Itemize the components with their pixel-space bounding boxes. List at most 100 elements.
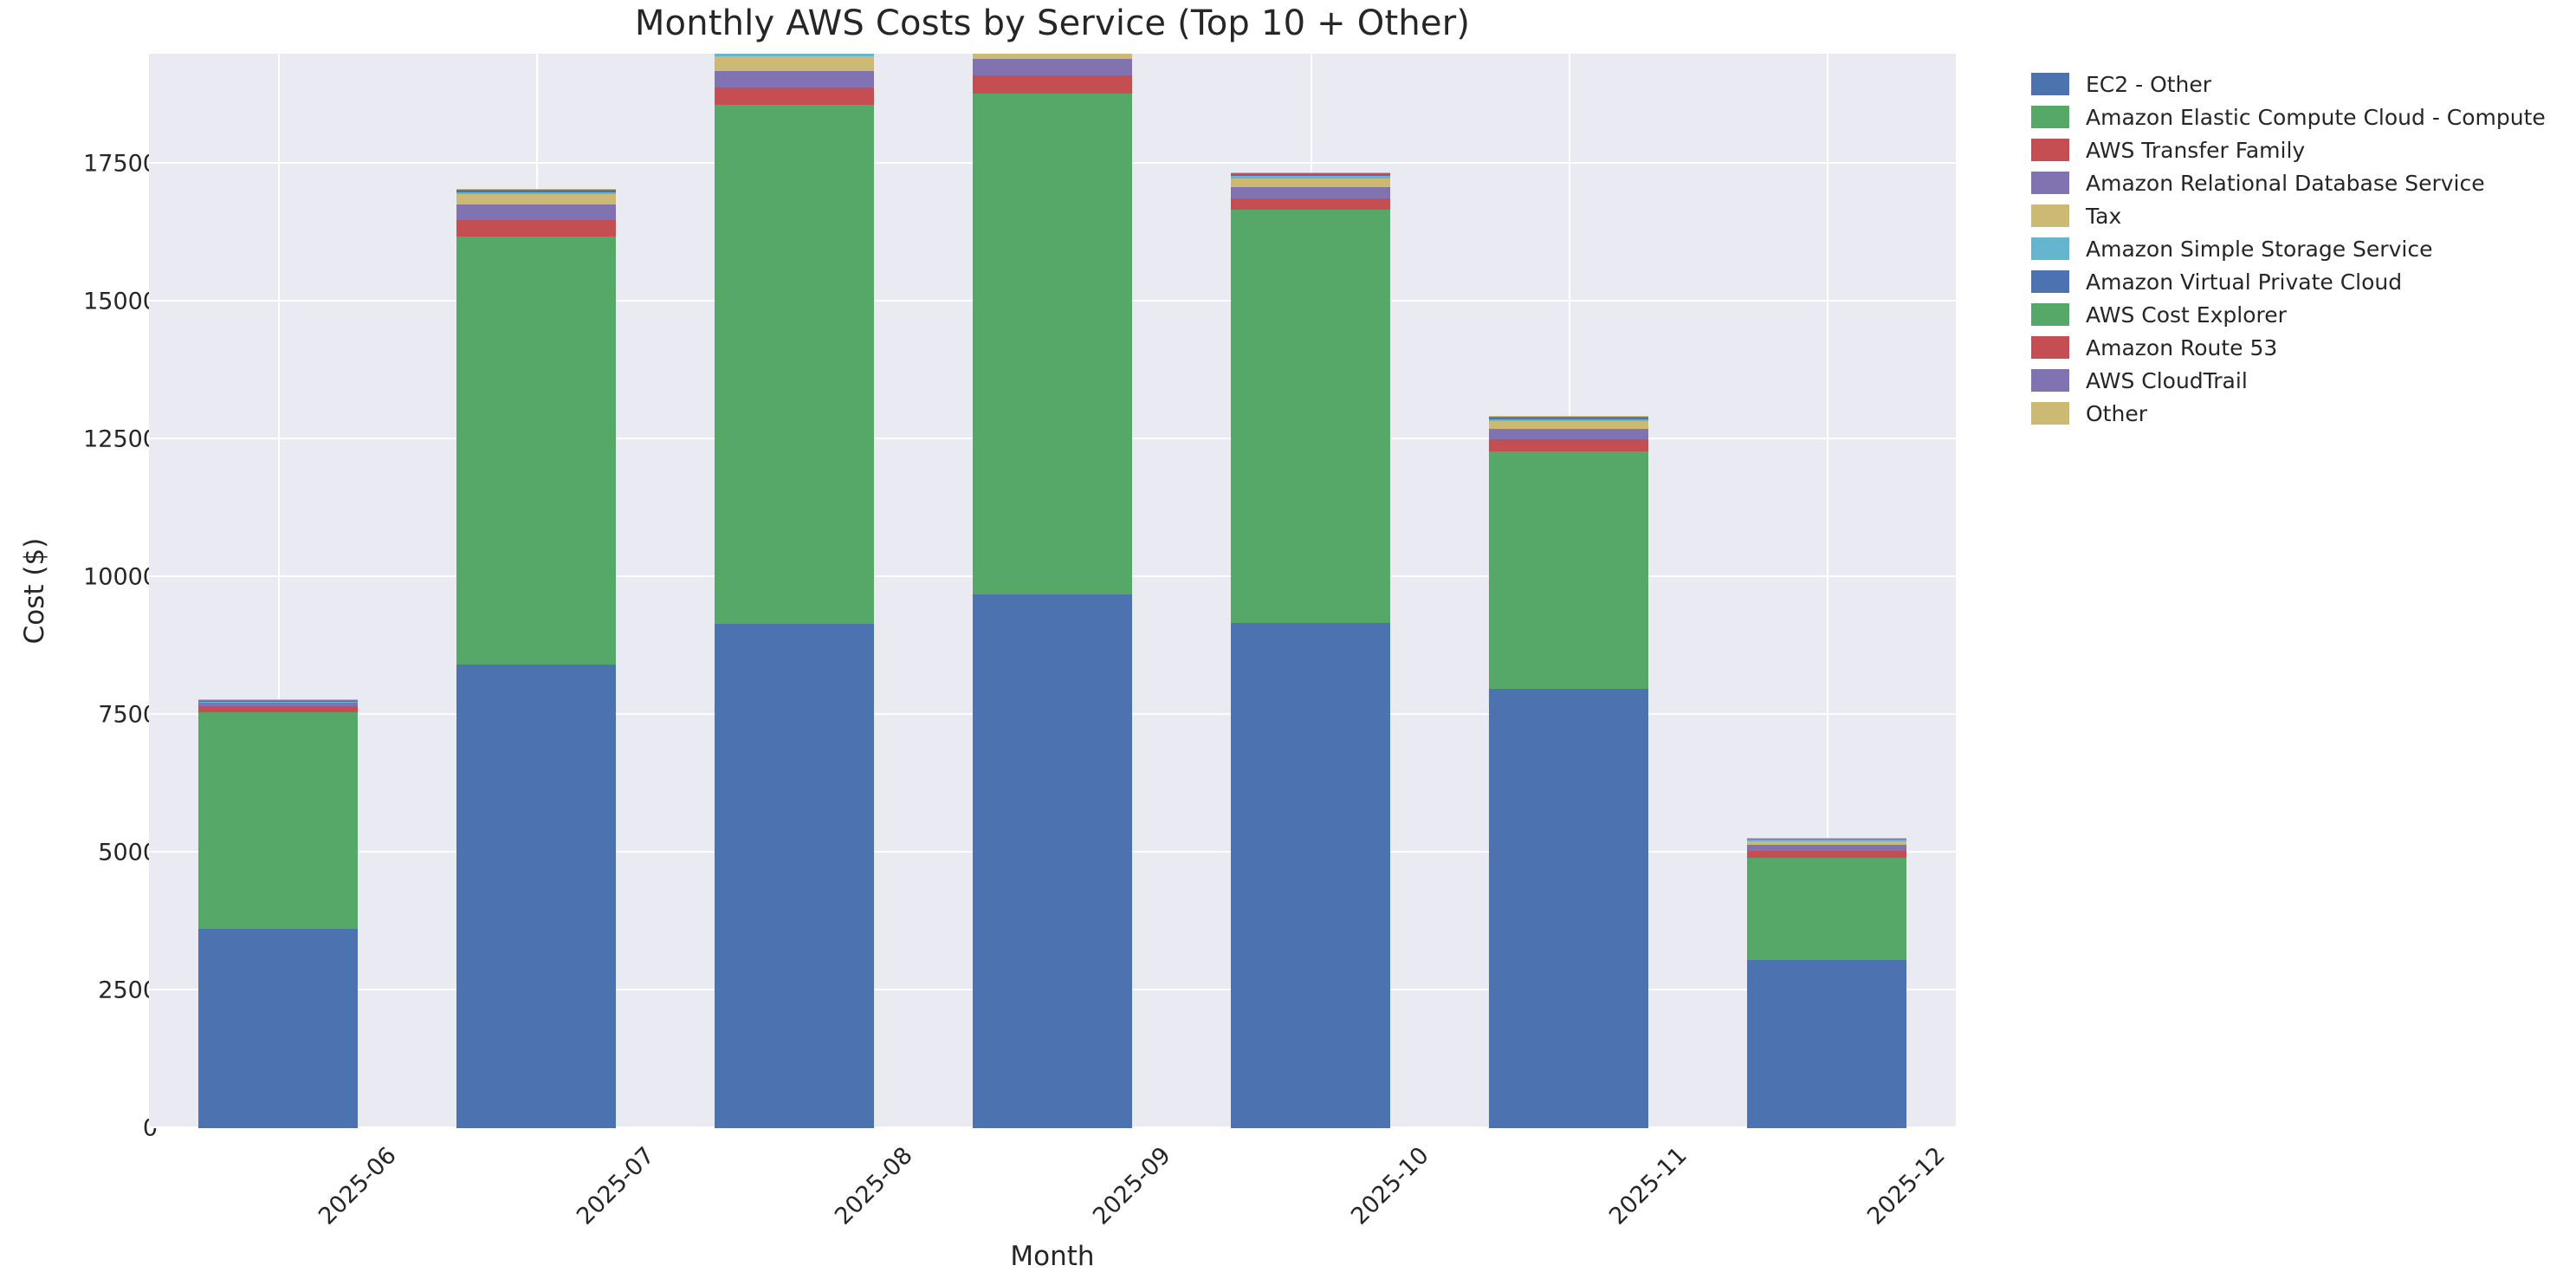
bar-segment[interactable] xyxy=(1746,841,1907,846)
bar-segment[interactable] xyxy=(1488,419,1649,421)
bar-segment[interactable] xyxy=(1230,176,1391,178)
legend-item-label: Amazon Virtual Private Cloud xyxy=(2086,269,2403,295)
bar-segment[interactable] xyxy=(972,594,1133,1128)
bar-segment[interactable] xyxy=(456,189,617,191)
bar-segment[interactable] xyxy=(714,55,875,71)
bar-segment[interactable] xyxy=(456,190,617,192)
bar-segment[interactable] xyxy=(1746,960,1907,1128)
legend-item[interactable]: Tax xyxy=(2031,199,2568,232)
bar-segment[interactable] xyxy=(456,220,617,237)
bar-stack[interactable] xyxy=(1230,54,1391,1128)
legend-item-label: Amazon Simple Storage Service xyxy=(2086,236,2433,262)
bar-segment[interactable] xyxy=(456,191,617,195)
bar-segment[interactable] xyxy=(714,70,875,88)
legend-item[interactable]: Amazon Route 53 xyxy=(2031,331,2568,364)
bar-stack[interactable] xyxy=(456,54,617,1128)
bar-segment[interactable] xyxy=(1230,209,1391,623)
legend-item[interactable]: EC2 - Other xyxy=(2031,68,2568,101)
bar-segment[interactable] xyxy=(1746,840,1907,842)
bar-segment[interactable] xyxy=(1746,851,1907,858)
legend-swatch-icon xyxy=(2031,172,2069,194)
bar-segment[interactable] xyxy=(456,194,617,204)
legend-swatch-icon xyxy=(2031,402,2069,425)
bar-segment[interactable] xyxy=(1230,198,1391,210)
legend-item[interactable]: AWS Cost Explorer xyxy=(2031,298,2568,331)
legend-swatch-icon xyxy=(2031,303,2069,326)
y-tick-label: 10000 xyxy=(83,563,158,591)
bar-segment[interactable] xyxy=(972,54,1133,59)
page-title: Monthly AWS Costs by Service (Top 10 + O… xyxy=(634,3,1471,43)
bar-segment[interactable] xyxy=(197,705,359,712)
bar-segment[interactable] xyxy=(1746,857,1907,961)
x-tick-label: 2025-09 xyxy=(1088,1142,1176,1230)
gridline-x xyxy=(278,54,280,1128)
bar-segment[interactable] xyxy=(456,664,617,1128)
legend-item[interactable]: AWS CloudTrail xyxy=(2031,364,2568,397)
bar-segment[interactable] xyxy=(1488,417,1649,418)
legend-item[interactable]: Amazon Relational Database Service xyxy=(2031,166,2568,199)
bar-segment[interactable] xyxy=(1230,173,1391,174)
bar-segment[interactable] xyxy=(714,54,875,56)
x-tick-label: 2025-10 xyxy=(1346,1142,1434,1230)
x-tick-label: 2025-11 xyxy=(1604,1142,1693,1230)
bar-segment[interactable] xyxy=(1488,417,1649,419)
bar-segment[interactable] xyxy=(456,237,617,665)
bar-segment[interactable] xyxy=(197,700,359,702)
bar-segment[interactable] xyxy=(972,58,1133,75)
bar-segment[interactable] xyxy=(197,703,359,706)
legend-swatch-icon xyxy=(2031,270,2069,293)
gridline-x xyxy=(1827,54,1828,1128)
x-tick-label: 2025-08 xyxy=(830,1142,918,1230)
bar-segment[interactable] xyxy=(714,87,875,106)
legend-item-label: Amazon Route 53 xyxy=(2086,334,2278,360)
bar-segment[interactable] xyxy=(1488,415,1649,417)
bar-segment[interactable] xyxy=(714,105,875,625)
y-tick-label: 7500 xyxy=(98,701,158,729)
x-tick-label: 2025-12 xyxy=(1862,1142,1951,1230)
bar-segment[interactable] xyxy=(1230,186,1391,198)
legend-item[interactable]: Amazon Simple Storage Service xyxy=(2031,232,2568,265)
bar-segment[interactable] xyxy=(1488,451,1649,689)
bar-stack[interactable] xyxy=(197,54,359,1128)
legend-item-label: Other xyxy=(2086,400,2147,426)
legend-swatch-icon xyxy=(2031,106,2069,128)
plot-area xyxy=(149,54,1956,1128)
bar-segment[interactable] xyxy=(1230,172,1391,173)
bar-stack[interactable] xyxy=(1488,54,1649,1128)
legend-swatch-icon xyxy=(2031,204,2069,227)
bar-segment[interactable] xyxy=(197,702,359,704)
bar-stack[interactable] xyxy=(1746,54,1907,1128)
bar-segment[interactable] xyxy=(1746,839,1907,840)
bar-stack[interactable] xyxy=(714,54,875,1128)
bar-segment[interactable] xyxy=(456,188,617,190)
legend-swatch-icon xyxy=(2031,139,2069,161)
bar-segment[interactable] xyxy=(1230,172,1391,174)
bar-segment[interactable] xyxy=(1488,420,1649,429)
legend-item[interactable]: Amazon Elastic Compute Cloud - Compute xyxy=(2031,101,2568,133)
legend-item-label: AWS Transfer Family xyxy=(2086,137,2306,163)
bar-segment[interactable] xyxy=(1746,845,1907,852)
legend-item-label: Amazon Relational Database Service xyxy=(2086,170,2485,196)
bar-segment[interactable] xyxy=(1230,173,1391,177)
bar-segment[interactable] xyxy=(1230,622,1391,1128)
legend-item[interactable]: Other xyxy=(2031,397,2568,430)
bar-segment[interactable] xyxy=(714,624,875,1128)
bar-segment[interactable] xyxy=(972,93,1133,595)
bar-segment[interactable] xyxy=(1230,178,1391,187)
bar-segment[interactable] xyxy=(972,75,1133,94)
bar-segment[interactable] xyxy=(1488,688,1649,1128)
y-axis-label: Cost ($) xyxy=(19,537,50,645)
bar-segment[interactable] xyxy=(1488,439,1649,452)
bar-segment[interactable] xyxy=(197,701,359,703)
bar-segment[interactable] xyxy=(456,190,617,191)
legend-swatch-icon xyxy=(2031,73,2069,95)
bar-stack[interactable] xyxy=(972,54,1133,1128)
y-tick-label: 12500 xyxy=(83,425,158,453)
legend-item[interactable]: AWS Transfer Family xyxy=(2031,133,2568,166)
bar-segment[interactable] xyxy=(197,928,359,1128)
bar-segment[interactable] xyxy=(456,204,617,221)
bar-segment[interactable] xyxy=(1488,428,1649,440)
bar-segment[interactable] xyxy=(197,711,359,929)
legend-item[interactable]: Amazon Virtual Private Cloud xyxy=(2031,265,2568,298)
